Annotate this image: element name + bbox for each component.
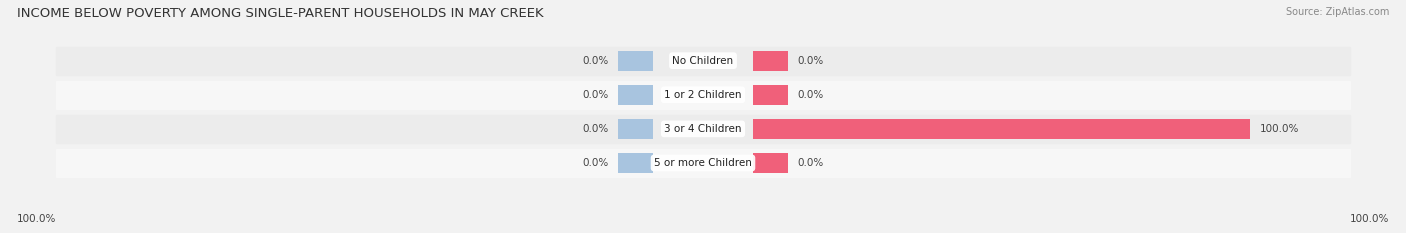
Bar (752, 153, 787, 173)
Text: 0.0%: 0.0% (797, 56, 824, 66)
Bar (619, 153, 654, 173)
Text: 100.0%: 100.0% (1260, 124, 1299, 134)
Text: 1 or 2 Children: 1 or 2 Children (664, 90, 742, 100)
Text: 5 or more Children: 5 or more Children (654, 158, 752, 168)
Text: 0.0%: 0.0% (582, 124, 609, 134)
Text: 0.0%: 0.0% (582, 90, 609, 100)
Bar (752, 85, 787, 105)
Text: No Children: No Children (672, 56, 734, 66)
Bar (752, 119, 1250, 139)
Bar (619, 85, 654, 105)
Text: INCOME BELOW POVERTY AMONG SINGLE-PARENT HOUSEHOLDS IN MAY CREEK: INCOME BELOW POVERTY AMONG SINGLE-PARENT… (17, 7, 544, 20)
Text: Source: ZipAtlas.com: Source: ZipAtlas.com (1285, 7, 1389, 17)
Text: 0.0%: 0.0% (582, 158, 609, 168)
Bar (752, 51, 787, 71)
Text: 100.0%: 100.0% (17, 214, 56, 224)
Bar (56, 149, 1350, 177)
Text: 100.0%: 100.0% (1350, 214, 1389, 224)
Bar (619, 119, 654, 139)
Legend: Single Father, Single Mother: Single Father, Single Mother (599, 230, 807, 233)
Text: 3 or 4 Children: 3 or 4 Children (664, 124, 742, 134)
Text: 0.0%: 0.0% (797, 158, 824, 168)
Bar (619, 51, 654, 71)
Bar (56, 47, 1350, 75)
Text: 0.0%: 0.0% (797, 90, 824, 100)
Bar (56, 115, 1350, 143)
Text: 0.0%: 0.0% (582, 56, 609, 66)
Bar (56, 81, 1350, 109)
